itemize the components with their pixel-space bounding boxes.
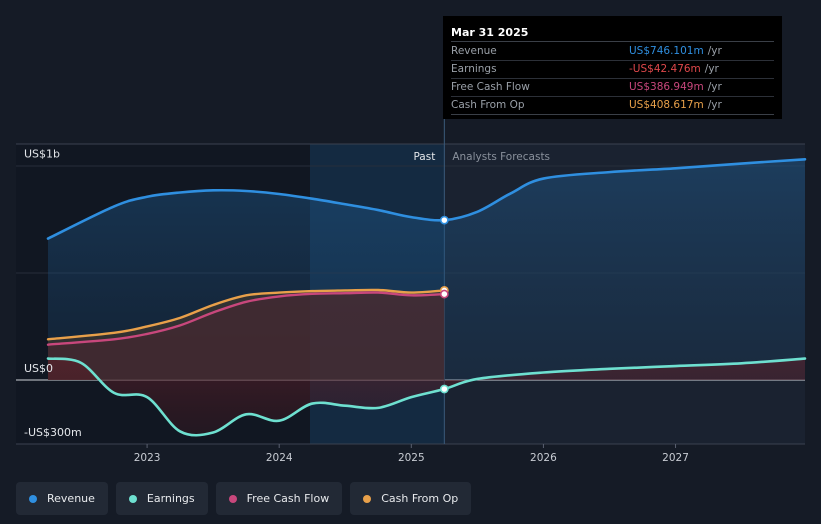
cash-from-op-line — [46, 288, 446, 341]
forecast-label: Analysts Forecasts — [452, 151, 550, 163]
legend-dot-icon — [363, 494, 372, 503]
tooltip-unit: /yr — [707, 45, 722, 57]
legend-label: Cash From Op — [381, 492, 459, 505]
free-cash-flow-line — [46, 291, 446, 346]
tooltip: Mar 31 2025 Revenue US$746.101m /yr Earn… — [443, 16, 782, 119]
tooltip-unit: /yr — [707, 99, 722, 111]
tooltip-row-earnings: Earnings -US$42.476m /yr — [451, 61, 774, 79]
tooltip-unit: /yr — [707, 81, 722, 93]
x-tick-label: 2025 — [398, 452, 425, 464]
legend-dot-icon — [128, 494, 137, 503]
tooltip-label: Revenue — [451, 45, 497, 57]
tooltip-row-cash-from-op: Cash From Op US$408.617m /yr — [451, 97, 774, 115]
y-tick-label: -US$300m — [24, 426, 82, 439]
legend-label: Revenue — [47, 492, 95, 505]
legend-item-free-cash-flow[interactable]: Free Cash Flow — [215, 482, 343, 515]
past-label: Past — [413, 151, 435, 163]
x-tick-label: 2026 — [530, 452, 557, 464]
tooltip-value: US$746.101m — [629, 45, 704, 57]
earnings-marker — [439, 384, 449, 394]
legend-label: Free Cash Flow — [246, 492, 330, 505]
y-tick-label: US$0 — [24, 362, 53, 375]
legend-dot-icon — [228, 494, 237, 503]
tooltip-value: -US$42.476m — [629, 63, 701, 75]
y-tick-label: US$1b — [24, 148, 60, 161]
free-cash-flow-marker — [439, 289, 449, 299]
tooltip-row-free-cash-flow: Free Cash Flow US$386.949m /yr — [451, 79, 774, 97]
legend-label: Earnings — [146, 492, 195, 505]
tooltip-label: Cash From Op — [451, 99, 525, 111]
legend-dot-icon — [29, 494, 37, 503]
x-tick-label: 2024 — [266, 452, 293, 464]
tooltip-value: US$386.949m — [629, 81, 704, 93]
x-tick-label: 2027 — [662, 452, 689, 464]
tooltip-date: Mar 31 2025 — [451, 24, 774, 42]
free-cash-flow-area — [48, 292, 445, 380]
revenue-line — [46, 157, 807, 240]
tooltip-value: US$408.617m — [629, 99, 704, 111]
legend: Revenue Earnings Free Cash Flow Cash Fro… — [16, 482, 472, 515]
tooltip-label: Earnings — [451, 63, 497, 75]
earnings-area — [48, 358, 805, 436]
tooltip-label: Free Cash Flow — [451, 81, 530, 93]
series-areas — [48, 159, 805, 436]
revenue-marker — [439, 215, 449, 225]
earnings-line — [46, 357, 807, 437]
series-markers — [439, 215, 449, 394]
legend-item-cash-from-op[interactable]: Cash From Op — [350, 482, 472, 515]
series-lines — [46, 157, 807, 437]
legend-item-earnings[interactable]: Earnings — [115, 482, 208, 515]
legend-item-revenue[interactable]: Revenue — [16, 482, 108, 515]
tooltip-row-revenue: Revenue US$746.101m /yr — [451, 43, 774, 61]
tooltip-unit: /yr — [704, 63, 719, 75]
axis-labels: US$1b US$0 -US$300m 2023 2024 2025 2026 2027 Pas… — [24, 148, 689, 464]
x-tick-label: 2023 — [134, 452, 161, 464]
